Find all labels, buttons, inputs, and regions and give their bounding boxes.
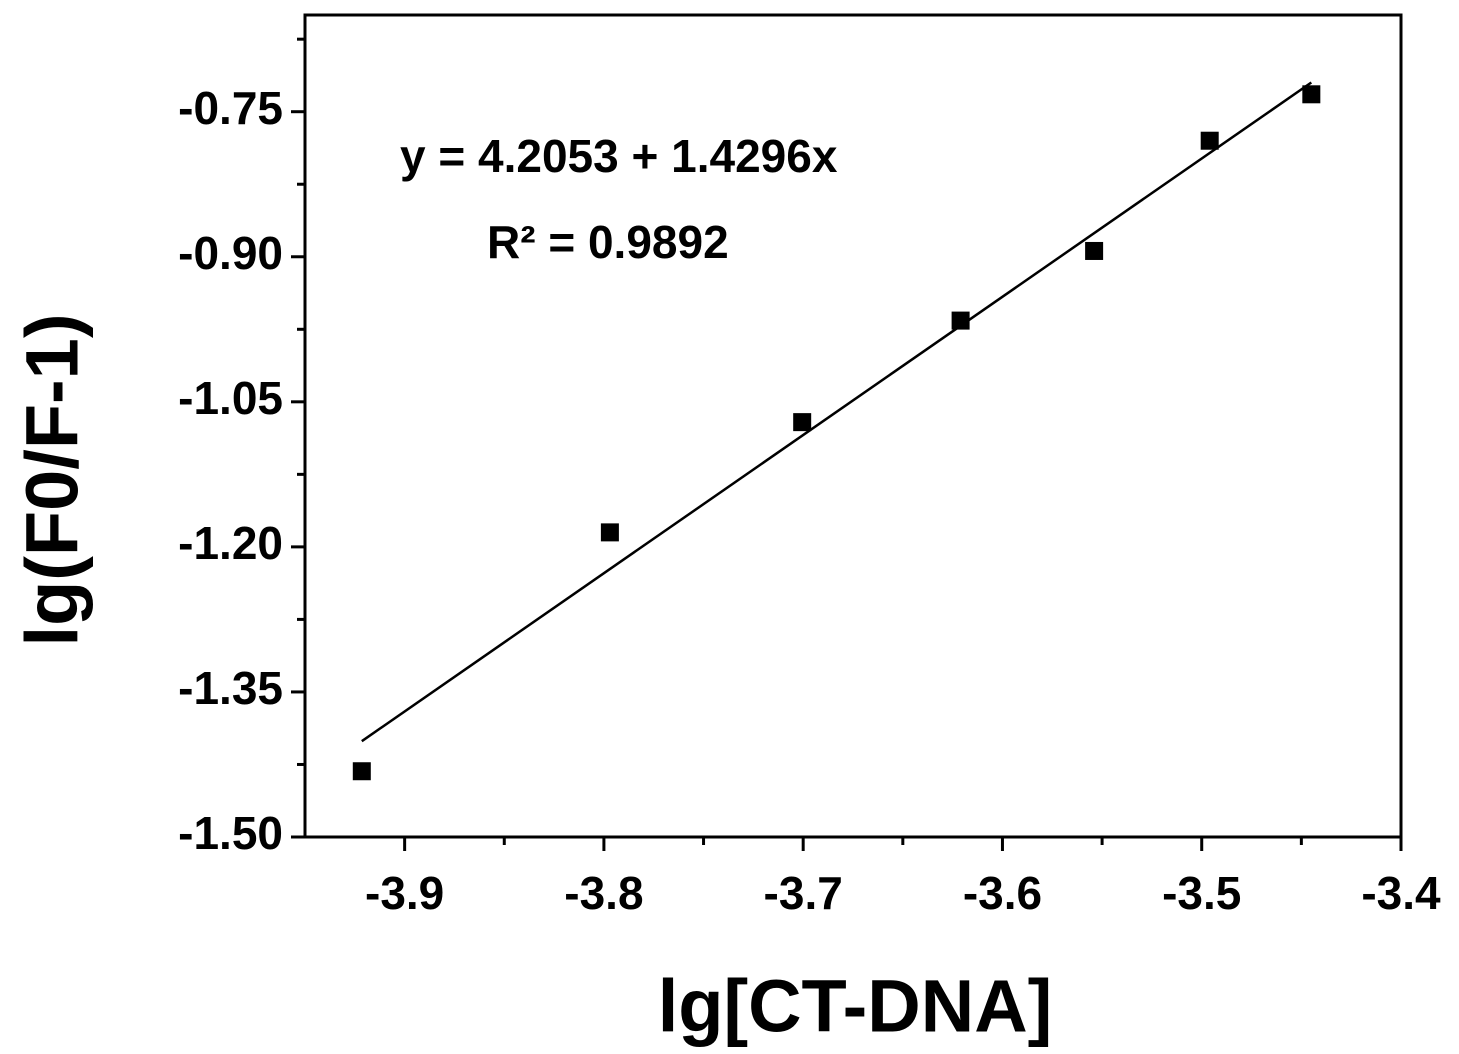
data-point <box>951 311 970 330</box>
y-tick-label: -1.35 <box>178 662 283 714</box>
x-axis-label: lg[CT-DNA] <box>658 965 1053 1048</box>
x-tick-label: -3.9 <box>365 867 444 919</box>
x-tick-label: -3.4 <box>1361 867 1441 919</box>
annotation: y = 4.2053 + 1.4296x <box>400 130 838 182</box>
data-point <box>352 762 371 781</box>
y-tick-label: -1.05 <box>178 372 283 424</box>
annotation: R² = 0.9892 <box>487 216 729 268</box>
y-tick-label: -0.90 <box>178 227 283 279</box>
x-tick-label: -3.7 <box>764 867 843 919</box>
data-point <box>1200 131 1219 150</box>
data-point <box>600 523 619 542</box>
data-point <box>793 413 812 432</box>
data-point <box>1085 241 1104 260</box>
y-tick-label: -1.50 <box>178 807 283 859</box>
plot-frame <box>303 13 1403 839</box>
x-tick-label: -3.5 <box>1162 867 1241 919</box>
x-tick-label: -3.8 <box>564 867 643 919</box>
y-axis-label: lg(F0/F-1) <box>11 314 94 647</box>
data-point <box>1302 85 1321 104</box>
y-tick-label: -0.75 <box>178 82 283 134</box>
fit-line <box>361 81 1313 743</box>
y-tick-label: -1.20 <box>178 517 283 569</box>
x-tick-label: -3.6 <box>963 867 1042 919</box>
